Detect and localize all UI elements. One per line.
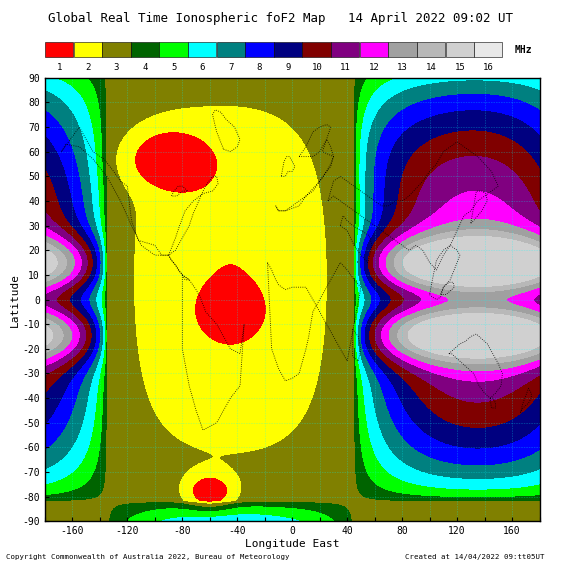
FancyBboxPatch shape xyxy=(74,42,102,57)
FancyBboxPatch shape xyxy=(474,42,502,57)
FancyBboxPatch shape xyxy=(45,42,73,57)
Text: Copyright Commonwealth of Australia 2022, Bureau of Meteorology: Copyright Commonwealth of Australia 2022… xyxy=(6,554,289,560)
Text: 15: 15 xyxy=(455,63,465,72)
FancyBboxPatch shape xyxy=(160,42,188,57)
Text: 9: 9 xyxy=(285,63,291,72)
Text: 7: 7 xyxy=(228,63,234,72)
FancyBboxPatch shape xyxy=(216,42,245,57)
FancyBboxPatch shape xyxy=(417,42,445,57)
FancyBboxPatch shape xyxy=(446,42,474,57)
FancyBboxPatch shape xyxy=(360,42,388,57)
Text: 5: 5 xyxy=(171,63,176,72)
X-axis label: Longitude East: Longitude East xyxy=(245,539,339,549)
Text: 2: 2 xyxy=(85,63,90,72)
Text: 11: 11 xyxy=(340,63,351,72)
Text: 13: 13 xyxy=(397,63,408,72)
Y-axis label: Latitude: Latitude xyxy=(10,272,20,327)
FancyBboxPatch shape xyxy=(388,42,416,57)
Text: Global Real Time Ionospheric foF2 Map   14 April 2022 09:02 UT: Global Real Time Ionospheric foF2 Map 14… xyxy=(48,12,514,25)
Text: 12: 12 xyxy=(369,63,379,72)
Text: 8: 8 xyxy=(257,63,262,72)
FancyBboxPatch shape xyxy=(188,42,216,57)
Text: Created at 14/04/2022 09:tt05UT: Created at 14/04/2022 09:tt05UT xyxy=(405,554,544,560)
FancyBboxPatch shape xyxy=(331,42,359,57)
Text: MHz: MHz xyxy=(514,46,532,55)
FancyBboxPatch shape xyxy=(245,42,274,57)
FancyBboxPatch shape xyxy=(274,42,302,57)
Text: 10: 10 xyxy=(311,63,322,72)
FancyBboxPatch shape xyxy=(131,42,159,57)
Text: 6: 6 xyxy=(200,63,205,72)
Text: 14: 14 xyxy=(426,63,437,72)
Text: 16: 16 xyxy=(483,63,494,72)
Text: 3: 3 xyxy=(114,63,119,72)
FancyBboxPatch shape xyxy=(302,42,331,57)
Text: 1: 1 xyxy=(57,63,62,72)
FancyBboxPatch shape xyxy=(102,42,130,57)
Text: 4: 4 xyxy=(142,63,148,72)
